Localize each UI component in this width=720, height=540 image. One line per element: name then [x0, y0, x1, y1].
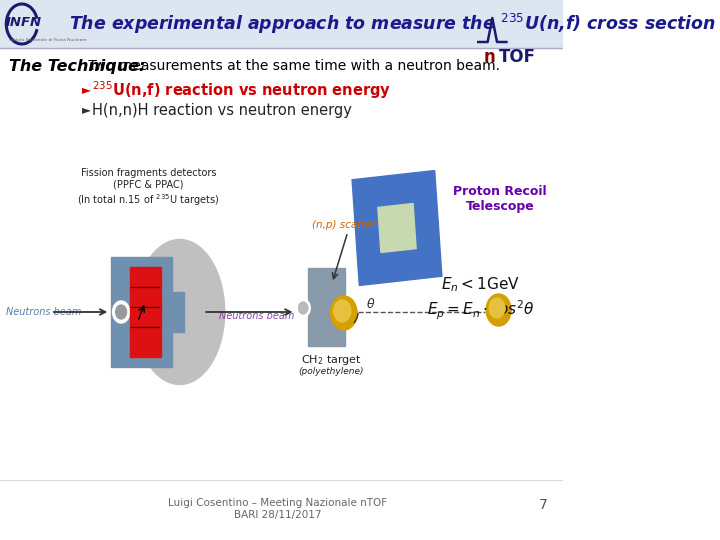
Bar — [130, 267, 161, 357]
Text: Neutrons beam: Neutrons beam — [6, 307, 81, 317]
Circle shape — [486, 294, 511, 326]
Text: n: n — [484, 48, 496, 66]
Bar — [111, 257, 172, 367]
Text: $E_n < 1$GeV: $E_n < 1$GeV — [441, 275, 520, 294]
Text: H(n,n)H reaction vs neutron energy: H(n,n)H reaction vs neutron energy — [92, 103, 352, 118]
Text: ►: ► — [82, 84, 91, 97]
Bar — [308, 268, 346, 346]
Circle shape — [489, 298, 505, 318]
Text: $\theta$: $\theta$ — [366, 297, 375, 311]
Text: INFN: INFN — [5, 17, 42, 30]
Text: Luigi Cosentino – Meeting Nazionale nTOF
BARI 28/11/2017: Luigi Cosentino – Meeting Nazionale nTOF… — [168, 498, 387, 519]
Text: $E_p = E_n \cdot cos^2\theta$: $E_p = E_n \cdot cos^2\theta$ — [427, 298, 534, 322]
Text: Istituto Nazionale di Fisica Nucleare: Istituto Nazionale di Fisica Nucleare — [9, 38, 87, 42]
Polygon shape — [378, 204, 416, 253]
Text: CH$_2$ target: CH$_2$ target — [301, 353, 361, 367]
Circle shape — [330, 296, 357, 330]
Text: Fission fragments detectors
(PPFC & PPAC)
(In total n.15 of $^{235}$U targets): Fission fragments detectors (PPFC & PPAC… — [78, 168, 220, 208]
Bar — [0, 0, 562, 48]
Bar — [172, 292, 184, 332]
Circle shape — [116, 305, 127, 319]
Text: (n,p) scattering: (n,p) scattering — [312, 220, 392, 230]
Text: 7: 7 — [539, 498, 547, 512]
Text: Proton Recoil
Telescope: Proton Recoil Telescope — [454, 185, 547, 213]
Text: TOF: TOF — [498, 48, 536, 66]
Text: The Technique:: The Technique: — [9, 58, 145, 73]
Text: The experimental approach to measure the $^{235}$U(n,f) cross section: The experimental approach to measure the… — [69, 12, 716, 36]
Circle shape — [299, 302, 308, 314]
Text: (polyethylene): (polyethylene) — [299, 367, 364, 376]
Text: $^{235}$U(n,f) reaction vs neutron energy: $^{235}$U(n,f) reaction vs neutron energ… — [92, 79, 392, 101]
Ellipse shape — [135, 240, 225, 384]
Text: Two measurements at the same time with a neutron beam.: Two measurements at the same time with a… — [84, 59, 500, 73]
Polygon shape — [352, 171, 442, 286]
Circle shape — [296, 299, 310, 317]
Text: ►: ► — [82, 104, 91, 117]
Circle shape — [112, 301, 130, 323]
Circle shape — [333, 300, 351, 322]
Text: Neutrons beam: Neutrons beam — [219, 311, 294, 321]
